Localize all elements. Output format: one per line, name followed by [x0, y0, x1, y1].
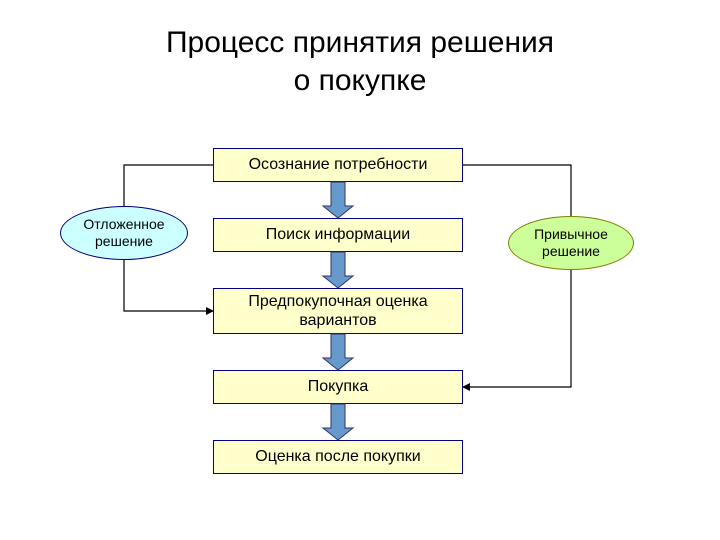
stage-search-label: Поиск информации — [266, 225, 410, 244]
stage-evaluation-label: Предпокупочная оценка вариантов — [248, 292, 427, 330]
stage-awareness: Осознание потребности — [213, 148, 463, 182]
title-line-1: Процесс принятия решения — [166, 26, 554, 59]
stage-post-evaluation: Оценка после покупки — [213, 440, 463, 474]
deferred-decision-label: Отложенное решение — [83, 216, 164, 250]
stage-purchase: Покупка — [213, 370, 463, 404]
stage-awareness-label: Осознание потребности — [249, 155, 428, 174]
stage-purchase-label: Покупка — [308, 377, 369, 396]
stage-post-evaluation-label: Оценка после покупки — [255, 447, 420, 466]
habitual-decision-label: Привычное решение — [534, 226, 608, 260]
habitual-decision: Привычное решение — [508, 216, 634, 270]
title-line-2: о покупке — [294, 64, 427, 97]
stage-search: Поиск информации — [213, 218, 463, 252]
deferred-decision: Отложенное решение — [60, 206, 188, 260]
page-title: Процесс принятия решения о покупке — [0, 24, 720, 99]
stage-evaluation: Предпокупочная оценка вариантов — [213, 288, 463, 334]
